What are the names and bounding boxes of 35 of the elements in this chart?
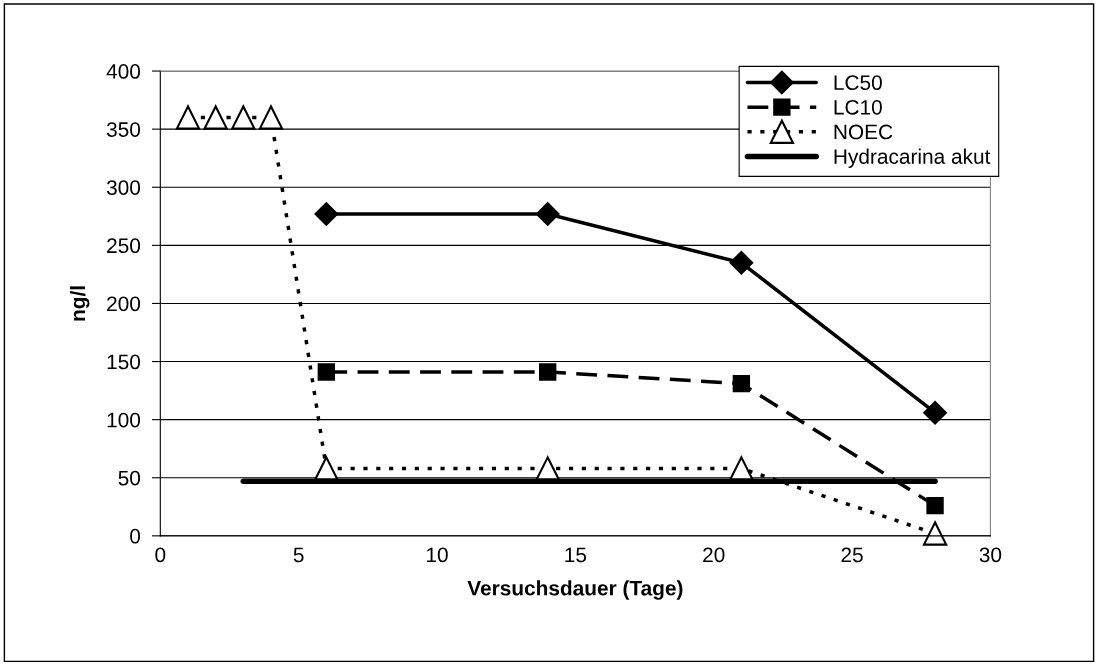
x-tick-label: 0 bbox=[155, 547, 166, 563]
x-tick-label: 25 bbox=[841, 547, 863, 563]
point bbox=[231, 105, 256, 130]
x-tick-label: 30 bbox=[979, 547, 1002, 563]
legend-label: NOEC bbox=[834, 124, 893, 140]
y-tick-label: 300 bbox=[106, 180, 141, 195]
point bbox=[729, 250, 754, 275]
point bbox=[732, 374, 751, 393]
y-tick-label: 400 bbox=[106, 64, 141, 79]
y-axis-title: ng/l bbox=[69, 286, 90, 321]
x-axis-title: Versuchsdauer (Tage) bbox=[467, 580, 683, 600]
x-tick-label: 15 bbox=[565, 547, 587, 563]
y-tick-label: 250 bbox=[107, 238, 141, 254]
x-tick-label: 10 bbox=[427, 547, 448, 563]
point bbox=[317, 363, 335, 381]
legend-label: LC50 bbox=[834, 75, 882, 91]
legend-label: Hydracarina akut bbox=[834, 148, 991, 169]
point bbox=[258, 105, 284, 130]
y-tick-label: 350 bbox=[106, 122, 141, 137]
point bbox=[539, 363, 557, 381]
legend-label: LC10 bbox=[834, 99, 882, 115]
point bbox=[203, 105, 228, 130]
point bbox=[175, 105, 201, 130]
point bbox=[926, 496, 944, 515]
point bbox=[923, 400, 947, 425]
y-tick-label: 0 bbox=[130, 528, 141, 544]
point bbox=[535, 202, 560, 226]
y-tick-label: 50 bbox=[118, 470, 141, 486]
y-tick-label: 100 bbox=[107, 412, 141, 428]
y-tick-label: 150 bbox=[107, 354, 141, 370]
point bbox=[922, 521, 948, 546]
y-tick-label: 200 bbox=[107, 296, 141, 312]
x-tick-label: 5 bbox=[293, 547, 304, 563]
x-tick-label: 20 bbox=[703, 547, 725, 563]
point bbox=[314, 202, 339, 226]
